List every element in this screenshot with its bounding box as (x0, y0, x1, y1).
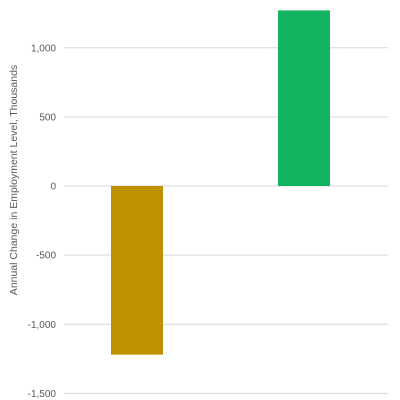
bars (111, 10, 330, 355)
y-tick-label: -500 (36, 251, 56, 262)
y-axis-title: Annual Change in Employment Level, Thous… (8, 65, 20, 295)
y-tick-label: 500 (39, 112, 56, 123)
y-tick-label: 1,000 (31, 43, 56, 54)
bar-1 (111, 186, 163, 355)
y-tick-label: -1,000 (28, 320, 57, 331)
bar-2 (278, 10, 330, 186)
y-tick-label: 0 (50, 182, 56, 193)
y-axis-tick-labels: 1,000 500 0 -500 -1,000 -1,500 (28, 43, 57, 400)
y-tick-label: -1,500 (28, 389, 57, 400)
